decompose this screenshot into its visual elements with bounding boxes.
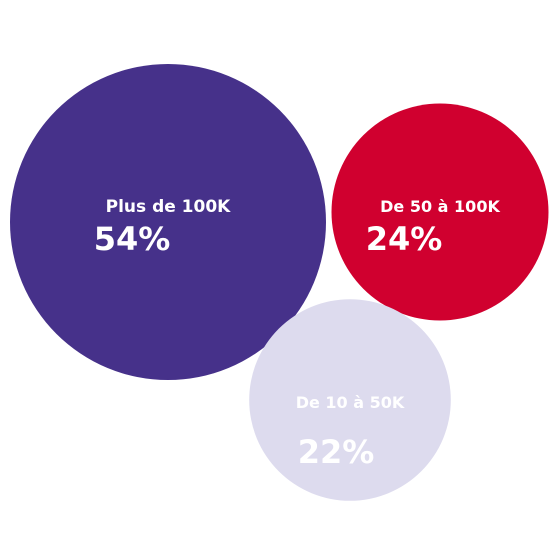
bubble-value-1: 24% <box>366 220 443 258</box>
bubble-label-1: De 50 à 100K <box>380 197 500 216</box>
bubble-1 <box>331 103 549 321</box>
bubble-value-0: 54% <box>94 220 171 258</box>
bubble-label-2: De 10 à 50K <box>296 393 405 412</box>
bubble-label-0: Plus de 100K <box>106 197 232 217</box>
bubble-2 <box>249 299 451 501</box>
bubble-0 <box>10 64 326 380</box>
bubble-value-2: 22% <box>298 433 375 471</box>
